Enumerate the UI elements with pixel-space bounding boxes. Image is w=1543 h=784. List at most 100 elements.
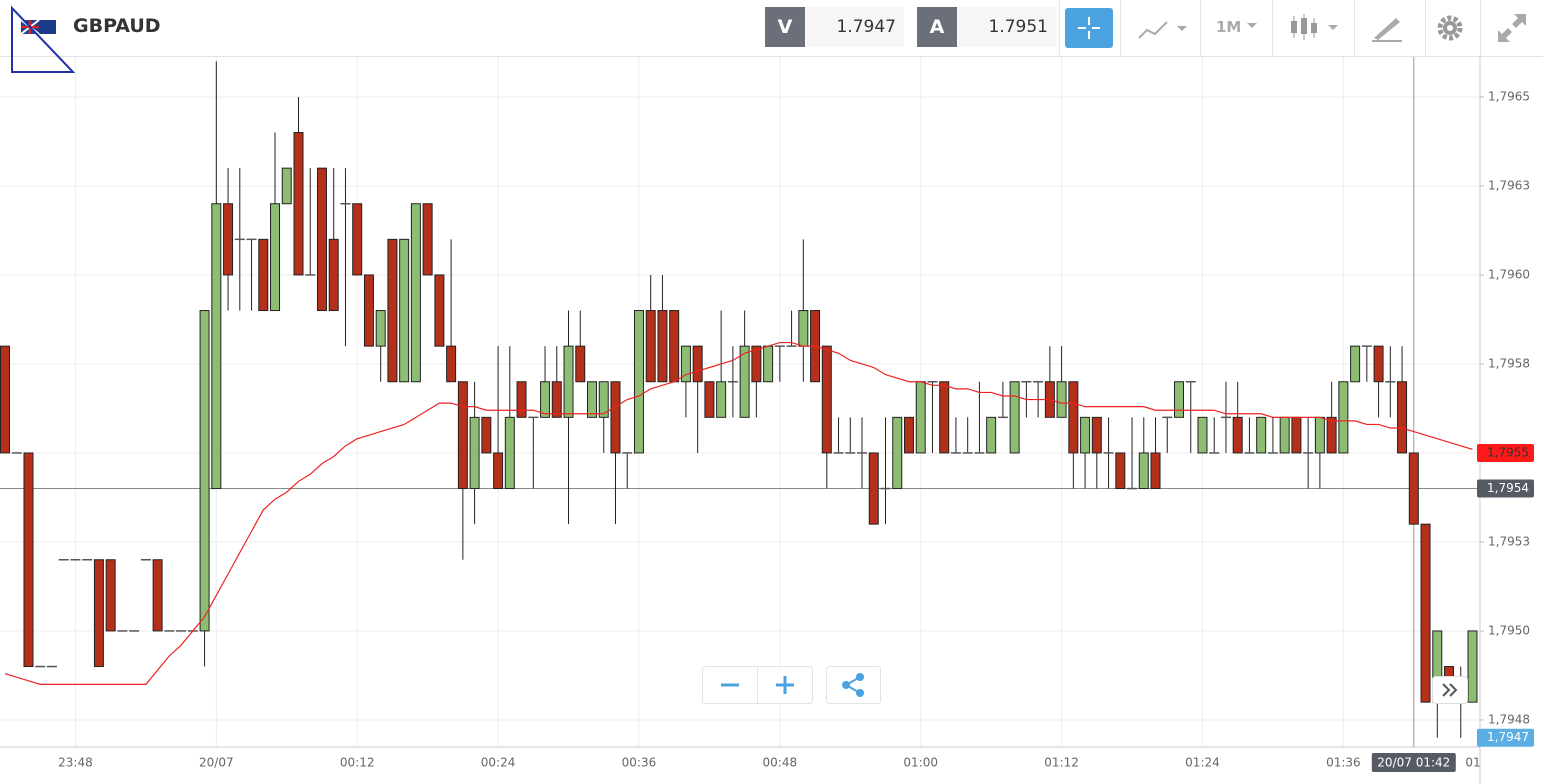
candle-body [892,416,903,490]
candle-body [93,559,104,668]
separator [1120,0,1121,56]
chart: 1,7948 1,7950 1,7953 1,7955 1,7958 1,7960 1,79… [0,57,1534,784]
candle-body [915,381,926,454]
y-tick-label: 1,7960 [1488,267,1530,281]
separator [1480,0,1481,56]
settings-button[interactable] [1430,8,1470,48]
candle-body [986,416,997,454]
candle-body [1291,416,1302,454]
candle-body [1056,381,1067,418]
candle-body [446,345,457,383]
y-tick-label: 1,7958 [1488,356,1530,370]
candle-body [587,381,597,418]
candle-body [1150,452,1161,490]
candle-body [763,345,774,383]
moving-average [4,341,1473,685]
candle-body [540,381,551,418]
candle-body [410,203,421,383]
candle-body [563,345,574,418]
x-tick-label: 01:24 [1185,756,1220,770]
candle-body [598,381,609,418]
candle-body [352,203,363,276]
candle-body [1326,416,1337,454]
candle-body [258,238,269,312]
candle-body [669,310,680,383]
price-tag [1477,479,1534,498]
candle-body [1397,381,1408,454]
candle-body [328,238,339,312]
candle-style-button[interactable] [1287,8,1347,48]
candle-body [680,345,691,383]
fullscreen-button[interactable] [1492,8,1532,48]
sell-price[interactable]: 1.7947 [806,7,904,47]
candle-body [868,452,879,525]
candle-body [199,310,210,632]
candle-body [798,310,809,347]
price-tag-label: 1,7955 [1487,445,1529,459]
candle-body [293,132,304,276]
crosshair-button[interactable] [1065,8,1113,48]
candle-body [481,416,492,454]
candle-body [1350,345,1361,383]
candle-body [575,345,586,383]
scroll-right-button[interactable] [1432,676,1468,704]
separator [1200,0,1201,56]
candle-body [1197,416,1208,454]
price-tag-label: 1,7954 [1487,481,1529,495]
y-tick-label: 1,7965 [1488,89,1530,103]
candle-body [281,167,292,205]
y-tick-label: 1,7948 [1488,712,1530,726]
candle-body [422,203,433,276]
x-tick-label: 00:24 [481,756,516,770]
draw-button[interactable] [1368,8,1408,48]
candle-body [516,381,527,418]
candle-body [739,345,750,418]
y-tick-label: 1,7953 [1488,534,1530,548]
candle-body [375,310,386,347]
chart-type-button[interactable] [1135,14,1195,44]
candle-body [493,452,504,490]
candle-body [751,345,762,383]
buy-label[interactable]: A [917,7,957,47]
crosshair-label: 20/07 01:42 [1377,756,1450,770]
candle-body [1232,416,1243,454]
price-tag [1477,443,1534,462]
candle-body [716,381,727,418]
toolbar: GBPAUD V 1.7947 A 1.7951 1M [0,0,1543,57]
crosshair-tag [1371,753,1456,772]
candle-body [692,345,703,383]
candle-body [434,274,445,347]
candle-body [1338,381,1349,454]
candle-body [821,345,832,454]
separator [1425,0,1426,56]
zoom-controls [702,666,881,704]
x-tick-label: 01:00 [903,756,938,770]
zoom-in[interactable] [776,676,794,694]
y-tick-label: 1,7950 [1488,623,1530,637]
timeframe-button[interactable]: 1M [1216,18,1242,36]
x-tick-label: 00:48 [763,756,798,770]
x-tick-label: 20/07 [199,756,234,770]
candle-body [399,238,410,383]
candle-body [504,416,515,490]
candle-body [903,416,914,454]
candle-body [1068,381,1079,454]
share-button[interactable] [826,666,881,704]
candle-body [270,203,281,312]
candle-body [1174,381,1184,418]
candle-body [363,274,374,347]
candle-body [657,310,668,383]
x-tick-label: 01:36 [1326,756,1361,770]
candle-body [645,310,656,383]
buy-price[interactable]: 1.7951 [958,7,1056,47]
candle-body [1408,452,1419,525]
sell-label[interactable]: V [765,7,805,47]
candle-body [211,203,222,490]
x-tick-label: 23:48 [58,756,93,770]
candle-body [1115,452,1126,490]
y-tick-label: 1,7963 [1488,178,1530,192]
candle-body [1373,345,1384,383]
candle-body [1138,452,1149,490]
candle-body [152,559,163,632]
